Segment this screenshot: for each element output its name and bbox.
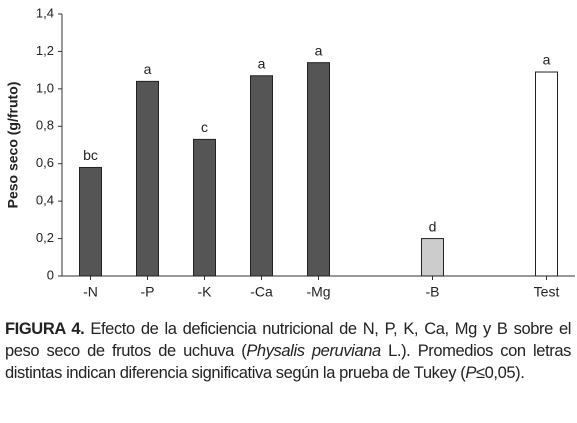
bar	[193, 138, 216, 277]
caption-text: Efecto de la deficiencia nutricional de …	[5, 320, 571, 360]
significance-letter: bc	[83, 147, 98, 163]
y-tick-label: 0,2	[36, 230, 54, 245]
caption-p: P	[465, 364, 476, 382]
y-tick-label: 0,6	[36, 155, 54, 170]
significance-letter: a	[258, 55, 266, 71]
bar	[421, 238, 444, 277]
y-tick-label: 0,4	[36, 193, 54, 208]
caption-text: ≤0,05).	[475, 364, 525, 382]
x-tick-label: Test	[534, 284, 560, 300]
bar	[307, 62, 330, 277]
bar	[250, 75, 273, 277]
y-tick-label: 1,4	[36, 5, 54, 20]
x-tick-label: -P	[141, 284, 155, 300]
y-tick-label: 0	[47, 267, 54, 282]
y-axis-label: Peso seco (g/fruto)	[5, 82, 21, 209]
x-tick-label: -B	[426, 284, 440, 300]
significance-letter: d	[429, 218, 437, 234]
caption-text: L.). Promedios con letras distintas indi…	[5, 342, 571, 382]
x-tick-label: -N	[83, 284, 98, 300]
bar	[136, 80, 159, 277]
significance-letter: a	[315, 42, 323, 58]
bar	[535, 71, 558, 277]
chart: Peso seco (g/fruto) 0 0,2 0,4 0,6 0,8 1,0 1,2 1…	[5, 5, 575, 300]
x-tick-label: -Ca	[250, 284, 273, 300]
bar	[79, 166, 102, 277]
y-tick-label: 1,0	[36, 80, 54, 95]
y-tick-label: 1,2	[36, 43, 54, 58]
significance-letter: c	[201, 119, 208, 135]
caption-species: Physalis peruviana	[246, 342, 381, 360]
significance-letter: a	[543, 52, 551, 68]
caption: FIGURA 4. Efecto de la deficiencia nutri…	[5, 318, 571, 384]
x-tick-label: -K	[198, 284, 213, 300]
caption-label: FIGURA 4.	[5, 320, 85, 338]
x-tick-label: -Mg	[306, 284, 330, 300]
significance-letter: a	[144, 61, 152, 77]
y-tick-label: 0,8	[36, 118, 54, 133]
